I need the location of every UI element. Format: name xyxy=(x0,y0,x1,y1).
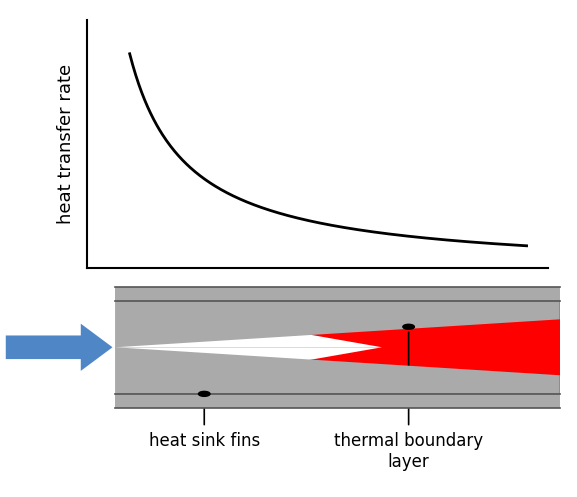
Polygon shape xyxy=(115,347,382,394)
Circle shape xyxy=(198,391,210,397)
Y-axis label: heat transfer rate: heat transfer rate xyxy=(58,64,76,224)
Polygon shape xyxy=(115,347,560,394)
Text: thermal boundary
layer: thermal boundary layer xyxy=(334,432,483,471)
Bar xyxy=(115,394,560,408)
FancyArrow shape xyxy=(6,324,113,371)
Bar xyxy=(115,301,560,394)
Polygon shape xyxy=(115,301,560,347)
Text: heat sink fins: heat sink fins xyxy=(149,432,260,450)
Bar xyxy=(115,287,560,301)
Circle shape xyxy=(403,324,414,329)
Polygon shape xyxy=(115,301,382,347)
